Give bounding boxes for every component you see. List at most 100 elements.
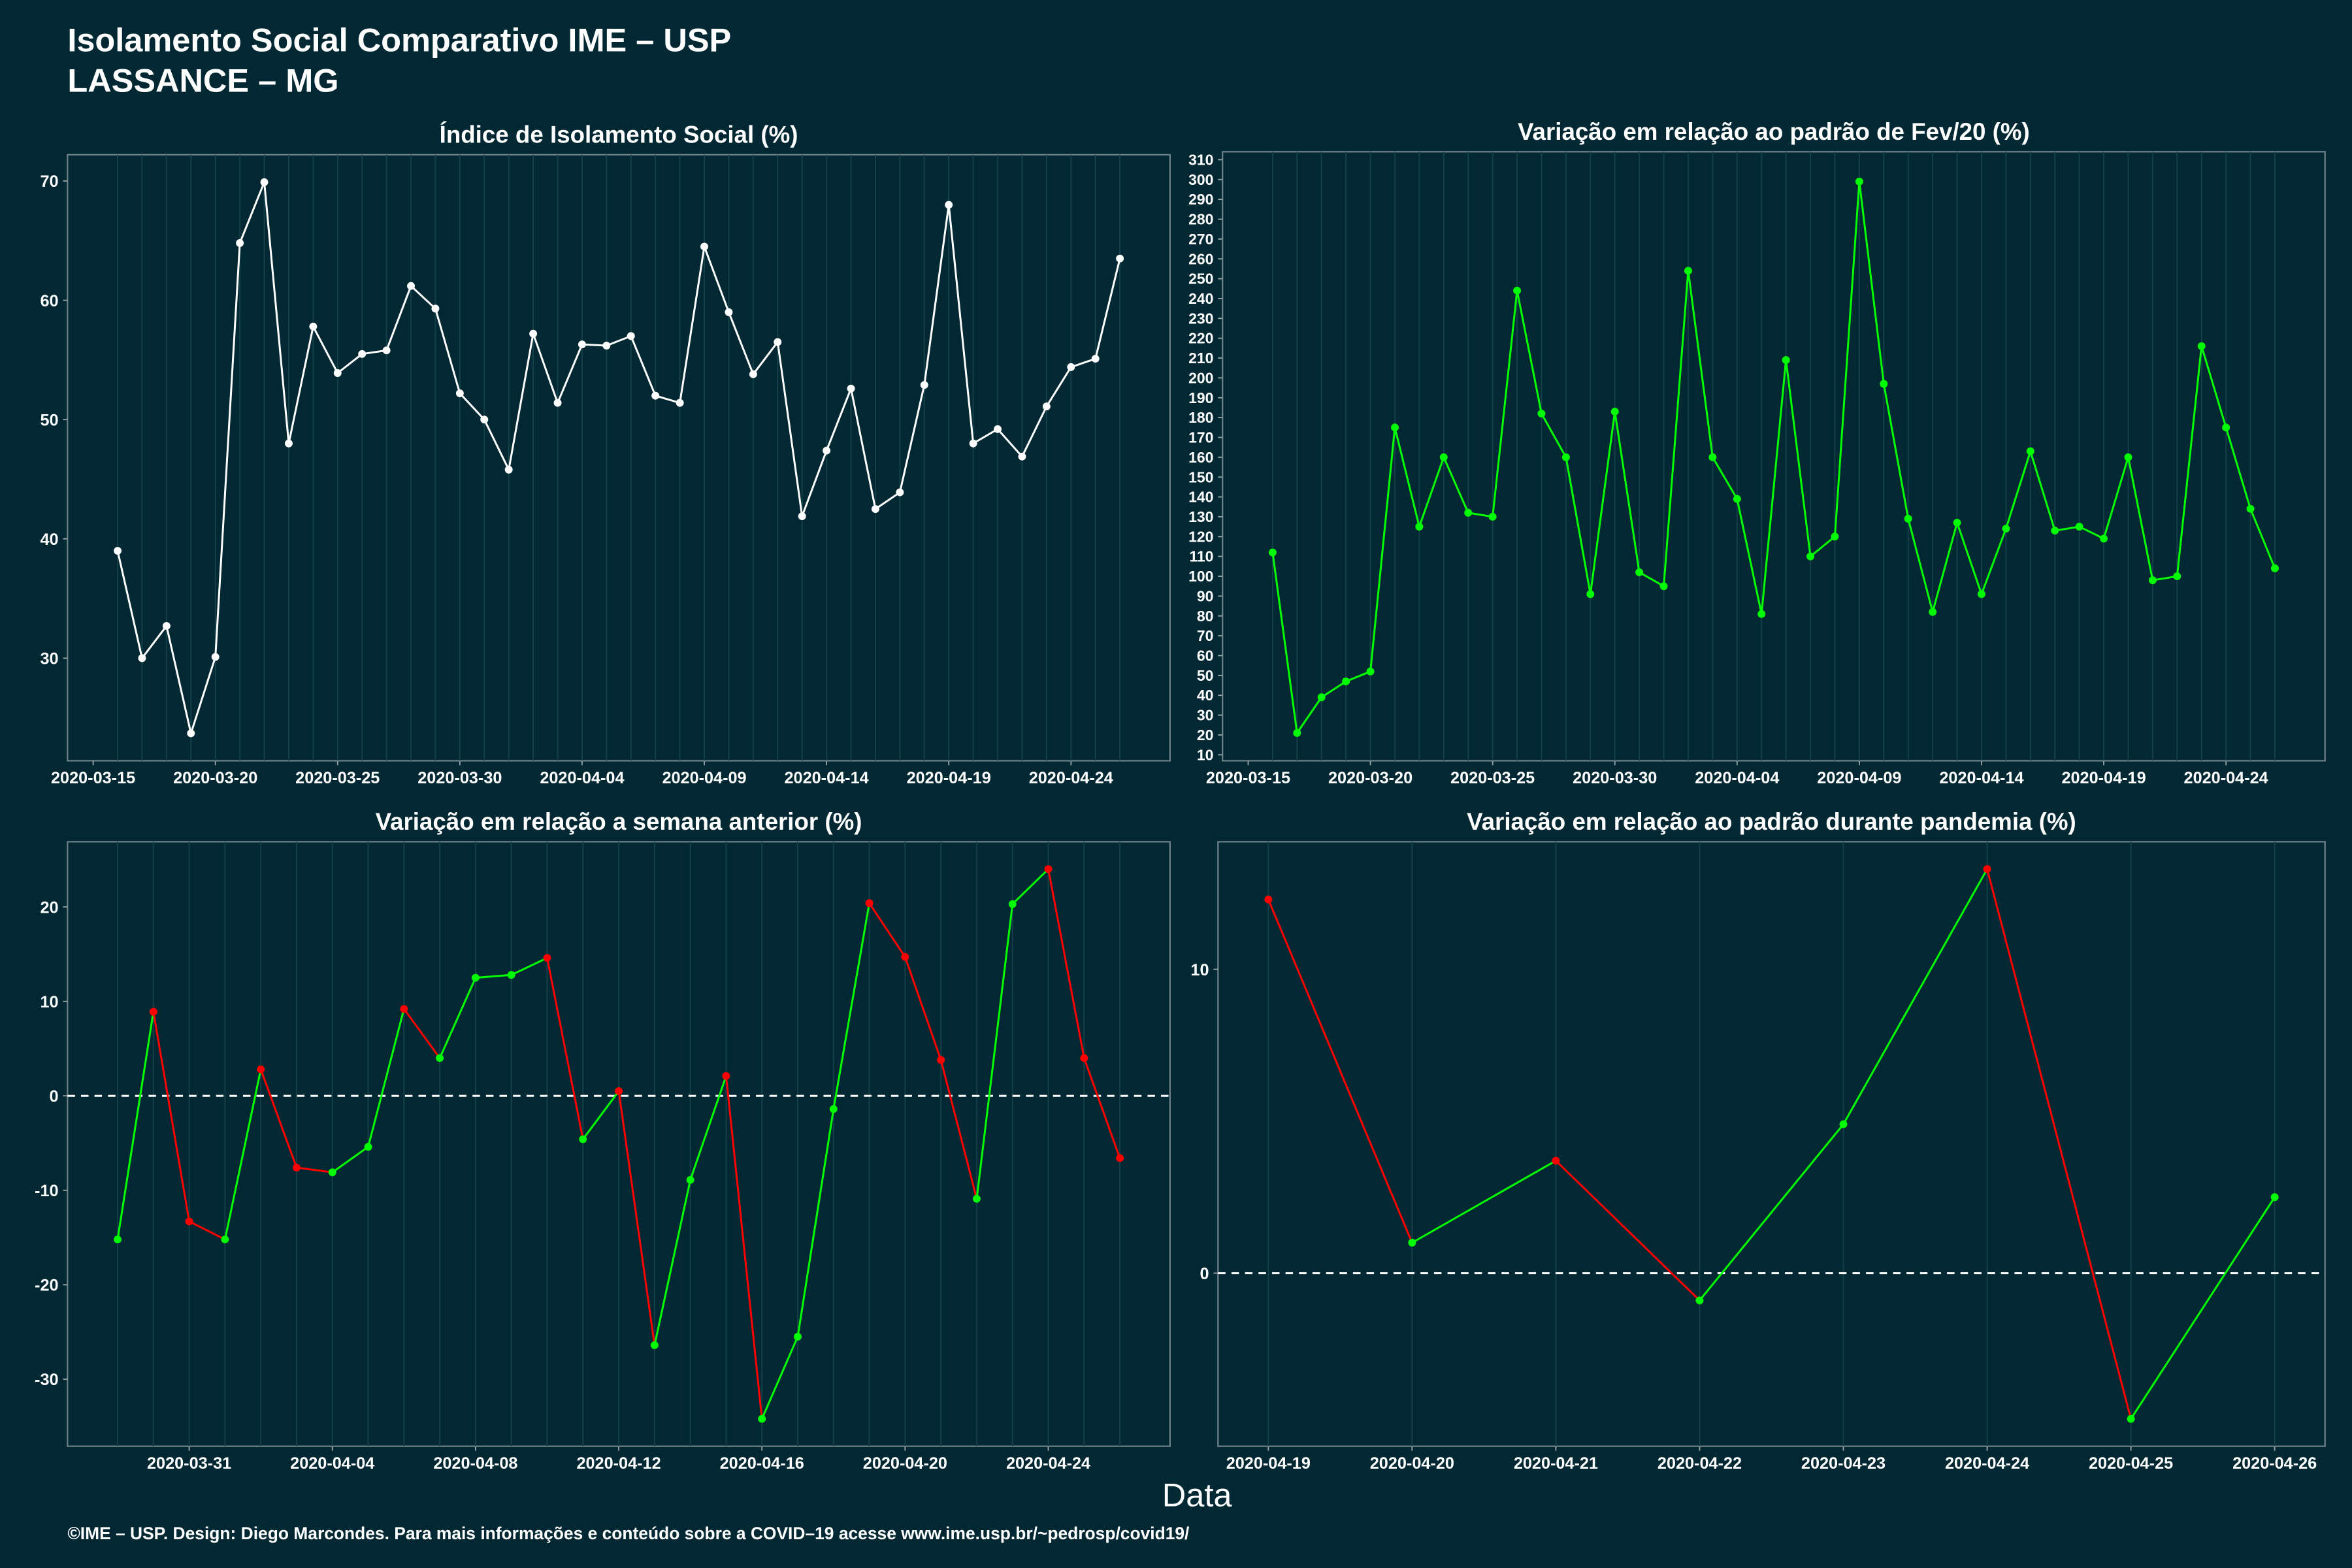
x-tick-label: 2020-04-09 (662, 769, 746, 787)
x-tick-label: 2020-04-24 (2184, 769, 2268, 787)
point (1806, 552, 1815, 561)
x-tick-label: 2020-04-19 (907, 769, 991, 787)
point (1366, 667, 1375, 676)
x-tick-label: 2020-04-25 (2089, 1454, 2173, 1473)
point (1513, 286, 1522, 295)
x-tick-label: 2020-04-14 (1939, 769, 2023, 787)
x-tick-label: 2020-04-26 (2232, 1454, 2317, 1473)
y-tick-label: 0 (1200, 1265, 1209, 1283)
y-tick-label: 60 (40, 292, 58, 310)
y-tick-label: 180 (1188, 409, 1213, 426)
y-tick-label: -10 (35, 1182, 59, 1200)
plot-area (1217, 841, 2326, 1447)
point (480, 416, 489, 424)
point (1464, 508, 1473, 517)
point (823, 446, 831, 455)
point (400, 1005, 408, 1013)
y-tick-label: 30 (40, 650, 58, 668)
panel-title: Variação em relação a semana anterior (%… (376, 808, 862, 835)
point (1018, 452, 1026, 461)
point (798, 512, 806, 521)
point (2026, 447, 2034, 455)
y-tick-label: 210 (1188, 350, 1213, 367)
line (1271, 181, 2276, 736)
x-tick-label: 2020-04-20 (1370, 1454, 1454, 1473)
point (945, 201, 953, 209)
x-tick-label: 2020-04-22 (1658, 1454, 1742, 1473)
point (507, 971, 515, 979)
point (700, 242, 708, 251)
point (972, 1194, 981, 1203)
y-tick-label: 130 (1188, 508, 1213, 525)
point (382, 346, 391, 355)
point (1782, 356, 1790, 365)
line-segment (1842, 868, 1988, 1125)
page-title: Isolamento Social Comparativo IME – USP (67, 21, 731, 58)
point (328, 1168, 336, 1177)
plot-area (1222, 151, 2326, 762)
point (1880, 380, 1888, 388)
line-segment (653, 1179, 692, 1346)
point (1415, 523, 1424, 531)
line-segment (223, 1069, 262, 1240)
line-segment (188, 1220, 226, 1241)
x-tick-label: 2020-03-30 (417, 769, 502, 787)
point (1488, 512, 1497, 521)
point (2197, 342, 2206, 350)
line-segment (1411, 1160, 1557, 1244)
x-tick-label: 2020-04-23 (1801, 1454, 1886, 1473)
y-tick-label: 40 (1197, 687, 1214, 704)
point (651, 391, 660, 400)
y-tick-label: 310 (1188, 151, 1213, 168)
line-segment (725, 1075, 763, 1419)
point (162, 622, 171, 630)
point (1733, 495, 1741, 503)
point (1659, 582, 1668, 591)
point (292, 1164, 301, 1172)
x-tick-label: 2020-04-14 (785, 769, 869, 787)
line-segment (296, 1166, 333, 1173)
point (1855, 177, 1863, 186)
point (2148, 576, 2157, 585)
point (865, 899, 874, 907)
y-tick-label: 80 (1197, 608, 1214, 625)
point (1586, 590, 1595, 598)
point (436, 1054, 444, 1062)
point (1116, 254, 1124, 263)
point (1091, 355, 1100, 363)
x-tick-label: 2020-03-25 (295, 769, 380, 787)
x-tick-label: 2020-04-24 (1029, 769, 1113, 787)
point (529, 329, 538, 338)
line-segment (2130, 1196, 2276, 1420)
line-segment (760, 1336, 799, 1420)
x-tick-label: 2020-03-31 (147, 1454, 231, 1473)
footer: ©IME – USP. Design: Diego Marcondes. Par… (67, 1524, 1190, 1543)
point (2051, 527, 2059, 535)
point (1929, 608, 1937, 616)
y-tick-label: 250 (1188, 270, 1213, 287)
line-segment (1699, 1123, 1844, 1301)
point (543, 954, 551, 962)
line-segment (904, 956, 942, 1060)
line-segment (1011, 868, 1049, 905)
point (1439, 453, 1448, 461)
y-tick-label: 200 (1188, 369, 1213, 386)
point (602, 342, 611, 350)
line-segment (116, 1011, 155, 1240)
y-tick-label: 190 (1188, 389, 1213, 406)
line-segment (331, 1146, 369, 1173)
point (627, 332, 635, 340)
point (138, 654, 146, 662)
line-segment (832, 903, 871, 1109)
point (1561, 453, 1570, 461)
line (116, 182, 1121, 738)
x-tick-label: 2020-04-19 (2061, 769, 2146, 787)
point (1408, 1239, 1416, 1247)
point (1293, 728, 1301, 737)
point (2270, 564, 2279, 572)
point (579, 1135, 587, 1143)
y-tick-label: 140 (1188, 489, 1213, 506)
y-tick-label: 100 (1188, 568, 1213, 585)
point (284, 439, 293, 448)
x-tick-label: 2020-04-04 (540, 769, 624, 787)
